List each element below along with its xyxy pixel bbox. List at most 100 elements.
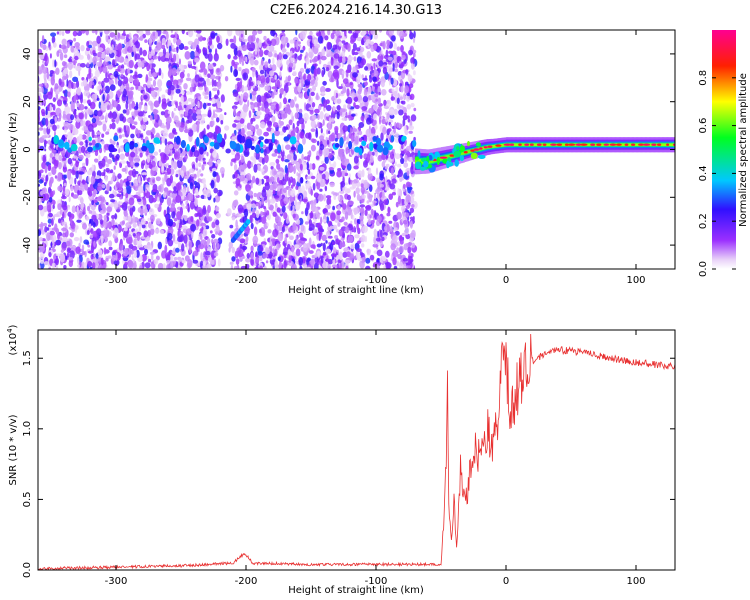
heatmap-cell xyxy=(157,241,162,250)
heatmap-cell xyxy=(41,99,44,106)
heatmap-cell xyxy=(115,153,120,160)
heatmap-cell xyxy=(307,151,311,155)
heatmap-cell xyxy=(310,175,316,180)
heatmap-cell xyxy=(145,163,148,170)
heatmap-cell xyxy=(212,103,217,107)
heatmap-cell xyxy=(272,181,278,190)
heatmap-cell xyxy=(184,111,189,117)
heatmap-cell xyxy=(169,84,175,91)
heatmap-cell xyxy=(299,177,304,184)
heatmap-cell xyxy=(397,253,402,260)
heatmap-cell xyxy=(162,131,169,138)
heatmap-cell xyxy=(74,177,77,185)
heatmap-cell xyxy=(394,132,399,138)
heatmap-cell xyxy=(230,161,233,167)
heatmap-cell xyxy=(58,78,62,86)
heatmap-cell xyxy=(350,220,353,224)
heatmap-cell xyxy=(275,158,280,164)
heatmap-cell xyxy=(261,196,265,205)
heatmap-cell xyxy=(40,42,43,48)
heatmap-cell xyxy=(263,205,266,210)
heatmap-cell xyxy=(40,259,44,264)
heatmap-cell xyxy=(319,188,323,192)
heatmap-cell xyxy=(337,86,343,90)
heatmap-cell xyxy=(315,155,320,160)
heatmap-cell xyxy=(152,31,156,37)
heatmap-cell xyxy=(331,117,335,123)
heatmap-cell xyxy=(308,94,311,102)
heatmap-cell xyxy=(408,49,414,56)
heatmap-cell xyxy=(96,185,103,191)
heatmap-cell xyxy=(147,217,151,222)
heatmap-cell xyxy=(392,62,395,72)
heatmap-cell xyxy=(212,109,216,118)
heatmap-cell xyxy=(217,89,220,96)
heatmap-cell xyxy=(373,70,379,77)
heatmap-cell xyxy=(255,210,260,219)
heatmap-cell xyxy=(295,103,299,108)
heatmap-cell xyxy=(402,183,406,190)
heatmap-cell xyxy=(250,163,253,168)
heatmap-cell xyxy=(338,229,344,237)
heatmap-cell xyxy=(299,163,303,171)
heatmap-cell xyxy=(383,99,387,107)
heatmap-cell xyxy=(152,188,157,193)
heatmap-cell xyxy=(103,169,106,177)
heatmap-cell xyxy=(97,249,103,256)
heatmap-cell xyxy=(233,107,236,116)
heatmap-cell xyxy=(130,86,134,90)
heatmap-cell xyxy=(104,228,106,238)
heatmap-cell xyxy=(386,224,390,233)
heatmap-cell xyxy=(374,124,378,130)
heatmap-cell xyxy=(81,145,86,154)
heatmap-cell xyxy=(187,171,190,177)
heatmap-cell xyxy=(343,221,348,226)
heatmap-cell xyxy=(354,112,358,117)
heatmap-cell xyxy=(293,154,297,162)
heatmap-cell xyxy=(171,100,175,107)
heatmap-cell xyxy=(319,111,324,120)
heatmap-cell xyxy=(77,256,80,265)
heatmap-cell xyxy=(117,79,123,87)
heatmap-cell xyxy=(69,232,75,238)
heatmap-cell xyxy=(231,133,236,137)
heatmap-cell xyxy=(41,193,46,202)
heatmap-cell xyxy=(264,61,269,68)
heatmap-cell xyxy=(161,37,166,46)
heatmap-cell xyxy=(98,81,102,85)
heatmap-cell xyxy=(315,213,319,218)
heatmap-cell xyxy=(395,86,399,93)
heatmap-cell xyxy=(325,113,330,117)
heatmap-cell xyxy=(329,182,335,188)
heatmap-cell xyxy=(175,173,179,178)
heatmap-cell xyxy=(49,46,52,51)
heatmap-cell xyxy=(75,170,79,179)
heatmap-cell xyxy=(58,162,62,170)
heatmap-cell xyxy=(403,243,408,251)
heatmap-cell xyxy=(49,118,55,125)
heatmap-cell xyxy=(175,261,179,269)
heatmap-cell xyxy=(291,166,295,172)
heatmap-cell xyxy=(328,159,332,165)
heatmap-cell xyxy=(78,103,85,111)
heatmap-cell xyxy=(251,175,256,184)
heatmap-cell xyxy=(139,152,143,158)
heatmap-cell xyxy=(272,148,276,154)
heatmap-cell xyxy=(391,192,396,196)
heatmap-cell xyxy=(342,203,347,210)
heatmap-cell xyxy=(126,126,130,135)
heatmap-cell xyxy=(193,173,197,179)
heatmap-cell xyxy=(205,225,210,230)
heatmap-cell xyxy=(38,263,41,269)
heatmap-cell xyxy=(297,195,302,199)
heatmap-cell xyxy=(279,71,282,78)
heatmap-cell xyxy=(42,174,46,179)
heatmap-cell xyxy=(80,63,86,68)
heatmap-cell xyxy=(326,129,329,135)
heatmap-cell xyxy=(343,129,346,134)
heatmap-cell xyxy=(134,64,138,69)
heatmap-cell xyxy=(339,262,342,269)
heatmap-cell xyxy=(90,228,94,234)
heatmap-cell xyxy=(358,137,363,142)
heatmap-cell xyxy=(285,144,291,150)
